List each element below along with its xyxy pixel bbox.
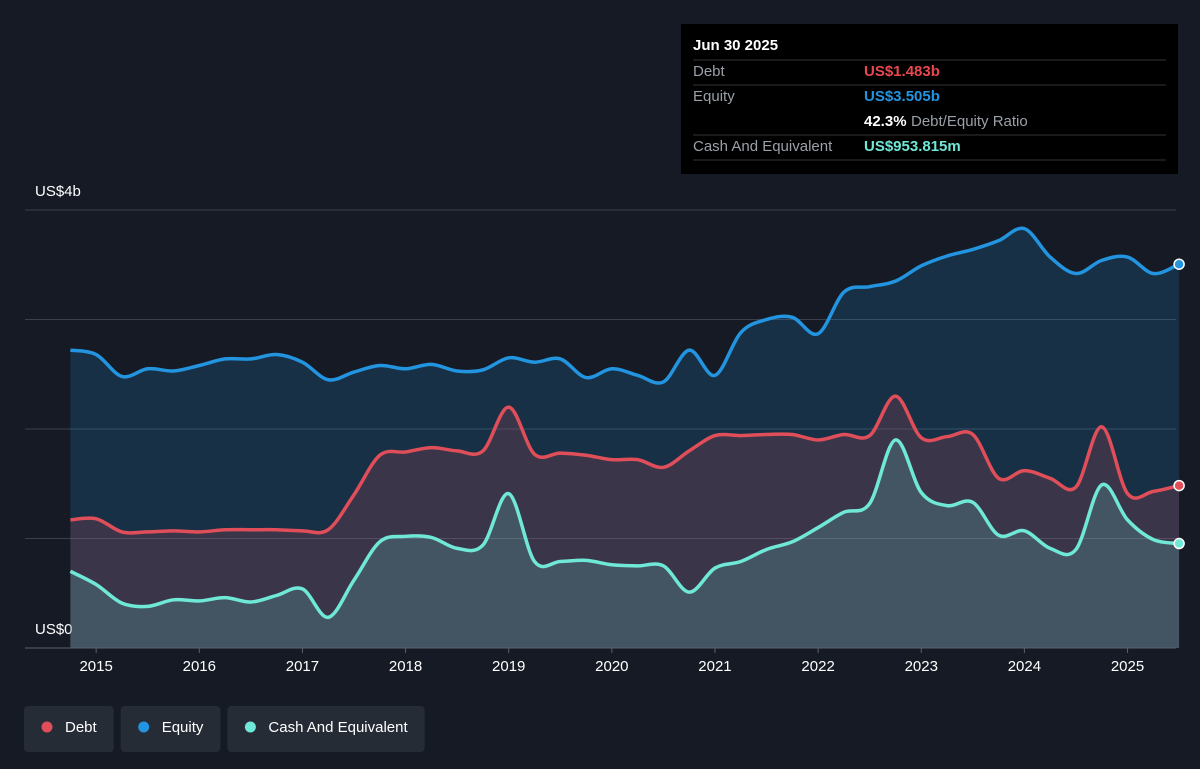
area [70,439,1180,648]
legend: Debt Equity Cash And Equivalent [24,706,425,752]
area [70,228,1180,648]
x-tick-label: 2018 [389,658,422,675]
legend-dot [41,721,53,733]
line [69,438,1180,620]
x-tick-label: 2016 [183,658,216,675]
legend-button[interactable] [24,706,114,752]
x-tick-label: 2017 [286,658,319,675]
legend-label: Equity [162,719,204,736]
legend-item[interactable]: Cash And Equivalent [227,706,425,752]
x-tick-label: 2024 [1008,658,1041,675]
plot: US$4b US$0 2015 2016 2017 2018 2019 2020 2021 202… [25,183,1185,675]
tooltip-ratio-label: Debt/Equity Ratio [911,113,1028,130]
tooltip-label: Cash And Equivalent [693,138,833,155]
legend-item[interactable]: Equity [120,706,221,752]
tooltip-value: US$953.815m [864,138,961,155]
x-tick-label: 2025 [1111,658,1144,675]
y-tick-label: US$0 [35,621,73,638]
tooltip-date: Jun 30 2025 [693,37,778,54]
end-dot [1173,479,1185,492]
legend-dot [244,721,256,733]
x-tick-label: 2015 [79,658,112,675]
end-dot [1173,537,1185,550]
line [70,226,1180,385]
x-tick-label: 2022 [801,658,834,675]
area [70,396,1180,648]
legend-button[interactable] [227,706,425,752]
x-tick-label: 2020 [595,658,628,675]
y-tick-label: US$4b [35,183,81,200]
legend-label: Debt [65,719,98,736]
line [70,394,1180,535]
tooltip-value: US$1.483b [864,63,940,80]
legend-label: Cash And Equivalent [268,719,408,736]
tooltip-ratio: 42.3% [864,113,907,130]
tooltip-box [681,24,1178,174]
tooltip-label: Equity [693,88,735,105]
legend-dot [138,721,150,733]
tooltip-value: US$3.505b [864,88,940,105]
x-tick-label: 2019 [492,658,525,675]
x-tick-label: 2023 [905,658,938,675]
tooltip-label: Debt [693,63,726,80]
legend-item[interactable]: Debt [24,706,114,752]
x-tick-label: 2021 [698,658,731,675]
tooltip: Jun 30 2025 Debt US$1.483b Equity US$3.5… [681,24,1178,174]
legend-button[interactable] [120,706,221,752]
end-dot [1173,258,1185,270]
